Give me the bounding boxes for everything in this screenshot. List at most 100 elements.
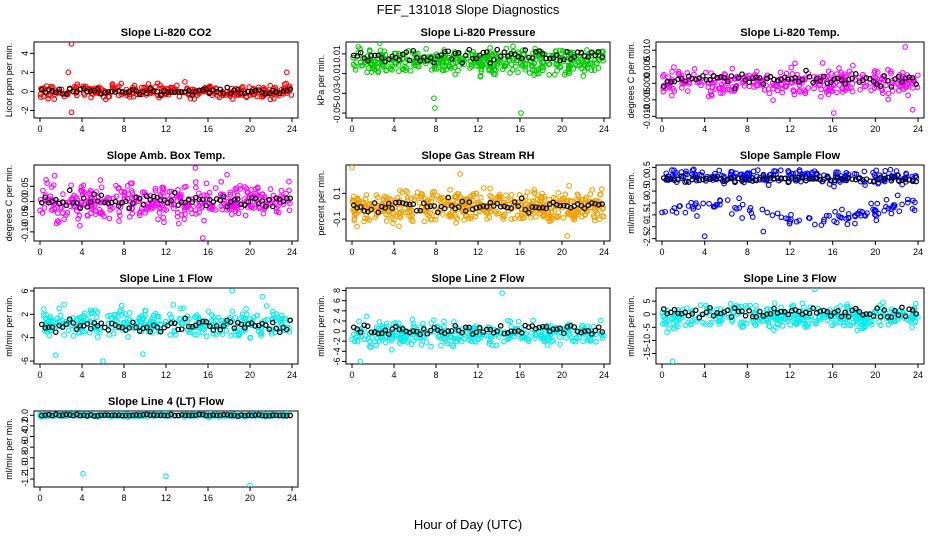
mean-point — [553, 326, 560, 332]
outlier-point — [564, 232, 571, 239]
data-point — [91, 85, 98, 92]
data-point — [233, 325, 239, 332]
mean-point — [888, 177, 895, 184]
outlier-point — [68, 42, 75, 47]
mean-point — [161, 88, 168, 94]
mean-point — [259, 412, 266, 419]
data-point — [584, 47, 590, 53]
data-point — [875, 179, 882, 186]
mean-point — [703, 309, 710, 316]
data-point — [557, 63, 563, 70]
x-tick-label: 8 — [745, 370, 750, 380]
data-point — [820, 218, 827, 225]
y-tick-label: -2.0 — [642, 219, 652, 235]
data-points — [349, 290, 607, 364]
data-point — [43, 311, 49, 318]
data-point — [130, 93, 137, 100]
data-point — [216, 94, 223, 101]
data-point — [766, 171, 773, 178]
mean-point — [707, 76, 713, 83]
y-tick-label: 2 — [20, 70, 30, 75]
mean-point — [529, 204, 536, 210]
mean-point — [59, 324, 66, 330]
data-point — [354, 338, 361, 345]
panel-title: Slope Line 3 Flow — [744, 273, 837, 285]
data-point — [264, 316, 271, 323]
data-point — [535, 66, 541, 72]
data-point — [176, 93, 183, 100]
outlier-point — [68, 109, 75, 116]
data-point — [65, 327, 72, 334]
mean-point — [70, 88, 77, 95]
data-point — [862, 182, 868, 188]
data-point — [840, 319, 847, 326]
data-point — [720, 86, 727, 93]
x-tick-label: 4 — [702, 247, 707, 257]
mean-point — [157, 412, 164, 419]
data-point — [801, 321, 808, 327]
y-axis-label: ml/min per min. — [626, 172, 636, 234]
mean-point — [56, 86, 63, 93]
mean-point — [354, 205, 361, 211]
data-point — [885, 205, 892, 212]
data-point — [532, 52, 539, 59]
data-point — [116, 212, 123, 219]
mean-point — [241, 324, 248, 331]
data-point — [423, 46, 430, 52]
data-point — [209, 206, 215, 213]
mean-point — [771, 76, 777, 83]
mean-point — [550, 326, 557, 332]
mean-point — [760, 173, 767, 179]
data-point — [909, 324, 915, 330]
data-point — [904, 196, 911, 203]
outlier-point — [229, 288, 235, 294]
x-tick-label: 12 — [785, 247, 795, 257]
panel-title: Slope Gas Stream RH — [421, 150, 534, 162]
data-point — [97, 329, 103, 335]
data-point — [232, 314, 239, 321]
data-point — [837, 303, 843, 309]
mean-point — [262, 322, 269, 328]
data-point — [113, 317, 119, 323]
data-point — [58, 204, 65, 211]
mean-point — [806, 73, 813, 80]
data-point — [666, 84, 673, 91]
y-axis-label: ml/min per min. — [626, 295, 636, 357]
data-point — [552, 195, 559, 202]
data-point — [888, 210, 895, 217]
mean-point — [668, 79, 674, 85]
data-point — [447, 213, 454, 220]
data-point — [739, 215, 746, 221]
mean-point — [671, 306, 678, 313]
data-point — [773, 324, 779, 331]
data-point — [770, 82, 777, 89]
data-point — [499, 66, 506, 73]
data-point — [861, 325, 868, 331]
mean-point — [462, 324, 469, 331]
data-point — [213, 86, 220, 92]
data-point — [411, 337, 417, 344]
mean-point — [508, 328, 515, 335]
mean-point — [178, 199, 185, 205]
mean-point — [785, 179, 792, 186]
data-point — [454, 190, 461, 197]
data-point — [109, 81, 116, 87]
data-point — [79, 188, 86, 195]
data-point — [853, 318, 860, 325]
data-point — [242, 184, 248, 190]
data-point — [73, 92, 80, 99]
data-point — [361, 218, 367, 225]
data-point — [402, 209, 409, 216]
data-point — [887, 166, 894, 173]
mean-point — [560, 330, 567, 337]
data-point — [224, 206, 230, 213]
mean-point — [735, 75, 742, 81]
data-point — [447, 186, 453, 193]
y-tick-label: -10 — [642, 334, 652, 347]
data-point — [356, 318, 362, 325]
mean-point — [52, 196, 59, 203]
mean-point — [220, 323, 227, 329]
mean-point — [368, 329, 375, 335]
data-point — [739, 171, 745, 178]
mean-point — [756, 176, 763, 183]
